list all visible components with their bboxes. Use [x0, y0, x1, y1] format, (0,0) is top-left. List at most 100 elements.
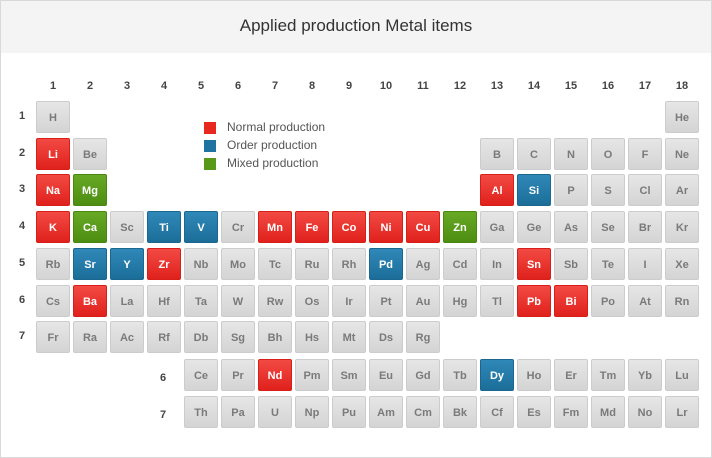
- group-number-label: 16: [601, 80, 615, 92]
- element-cell-sg: Sg: [221, 321, 255, 354]
- series-row-label: 6: [159, 372, 167, 384]
- group-number-label: 1: [49, 80, 57, 92]
- element-cell-fe: Fe: [295, 211, 329, 244]
- element-cell-eu: Eu: [369, 359, 403, 391]
- element-cell-cu: Cu: [406, 211, 440, 244]
- element-cell-p: P: [554, 174, 588, 207]
- element-cell-bk: Bk: [443, 395, 477, 428]
- element-cell-er: Er: [554, 359, 588, 391]
- element-cell-rh: Rh: [332, 247, 366, 280]
- element-cell-br: Br: [628, 211, 662, 244]
- period-number-label: 1: [18, 110, 26, 122]
- element-cell-pu: Pu: [332, 395, 366, 428]
- element-cell-w: W: [221, 284, 255, 317]
- element-cell-pm: Pm: [295, 359, 329, 391]
- element-cell-la: La: [110, 284, 144, 317]
- element-cell-be: Be: [73, 137, 107, 170]
- element-cell-cs: Cs: [36, 284, 70, 317]
- element-cell-hs: Hs: [295, 321, 329, 354]
- legend-swatch-mixed: [204, 158, 216, 170]
- group-number-label: 11: [417, 80, 429, 92]
- group-number-label: 3: [123, 80, 131, 92]
- element-cell-nd: Nd: [258, 359, 292, 391]
- element-cell-co: Co: [332, 211, 366, 244]
- element-cell-fr: Fr: [36, 321, 70, 354]
- element-cell-ga: Ga: [480, 211, 514, 244]
- element-cell-mt: Mt: [332, 321, 366, 354]
- element-cell-k: K: [36, 211, 70, 244]
- header-bar: Applied production Metal items: [1, 1, 711, 53]
- element-cell-tb: Tb: [443, 359, 477, 391]
- element-cell-np: Np: [295, 395, 329, 428]
- element-cell-se: Se: [591, 211, 625, 244]
- legend-swatch-order: [204, 140, 216, 152]
- element-cell-md: Md: [591, 395, 625, 428]
- element-cell-ag: Ag: [406, 247, 440, 280]
- element-cell-as: As: [554, 211, 588, 244]
- element-cell-mo: Mo: [221, 247, 255, 280]
- element-cell-b: B: [480, 137, 514, 170]
- element-cell-xe: Xe: [665, 247, 699, 280]
- group-number-label: 5: [197, 80, 205, 92]
- group-number-label: 13: [490, 80, 504, 92]
- element-cell-dy: Dy: [480, 359, 514, 391]
- element-cell-lu: Lu: [665, 359, 699, 391]
- period-number-label: 3: [18, 183, 26, 196]
- element-cell-ti: Ti: [147, 211, 181, 244]
- element-cell-ni: Ni: [369, 211, 403, 244]
- element-cell-pd: Pd: [369, 247, 403, 280]
- element-cell-o: O: [591, 137, 625, 170]
- element-cell-c: C: [517, 137, 551, 170]
- element-cell-s: S: [591, 174, 625, 207]
- element-cell-ra: Ra: [73, 321, 107, 354]
- element-cell-sm: Sm: [332, 359, 366, 391]
- element-cell-ds: Ds: [369, 321, 403, 354]
- legend-label: Mixed production: [227, 156, 319, 170]
- element-cell-kr: Kr: [665, 211, 699, 244]
- element-cell-ce: Ce: [184, 359, 218, 391]
- element-cell-rn: Rn: [665, 284, 699, 317]
- legend-swatch-normal: [204, 122, 216, 134]
- element-cell-na: Na: [36, 174, 70, 207]
- group-number-label: 4: [160, 80, 168, 92]
- element-cell-db: Db: [184, 321, 218, 354]
- group-number-label: 8: [308, 80, 316, 92]
- series-row-label: 7: [159, 408, 167, 421]
- element-cell-au: Au: [406, 284, 440, 317]
- element-cell-sb: Sb: [554, 247, 588, 280]
- group-number-label: 10: [379, 80, 393, 92]
- element-cell-cm: Cm: [406, 395, 440, 428]
- element-cell-ca: Ca: [73, 211, 107, 244]
- element-cell-ne: Ne: [665, 137, 699, 170]
- legend-label: Normal production: [227, 120, 326, 134]
- period-number-label: 5: [18, 256, 26, 269]
- element-cell-v: V: [184, 211, 218, 244]
- element-cell-sn: Sn: [517, 247, 551, 280]
- element-cell-sr: Sr: [73, 247, 107, 280]
- element-cell-tm: Tm: [591, 359, 625, 391]
- element-cell-rb: Rb: [36, 247, 70, 280]
- element-cell-li: Li: [36, 137, 70, 170]
- group-number-label: 17: [638, 80, 652, 92]
- group-number-label: 12: [453, 80, 467, 92]
- element-cell-te: Te: [591, 247, 625, 280]
- element-cell-lr: Lr: [665, 395, 699, 428]
- element-cell-no: No: [628, 395, 662, 428]
- element-cell-ar: Ar: [665, 174, 699, 207]
- period-number-label: 6: [18, 293, 26, 306]
- page-title: Applied production Metal items: [239, 16, 473, 35]
- element-cell-f: F: [628, 137, 662, 170]
- group-number-label: 9: [345, 80, 353, 92]
- element-cell-pb: Pb: [517, 284, 551, 317]
- element-cell-po: Po: [591, 284, 625, 317]
- element-cell-pr: Pr: [221, 359, 255, 391]
- element-cell-al: Al: [480, 174, 514, 207]
- element-cell-cf: Cf: [480, 395, 514, 428]
- group-number-label: 6: [234, 80, 242, 92]
- element-cell-os: Os: [295, 284, 329, 317]
- element-cell-th: Th: [184, 395, 218, 428]
- element-cell-sc: Sc: [110, 211, 144, 244]
- group-number-label: 15: [564, 80, 578, 92]
- period-number-label: 2: [18, 146, 26, 159]
